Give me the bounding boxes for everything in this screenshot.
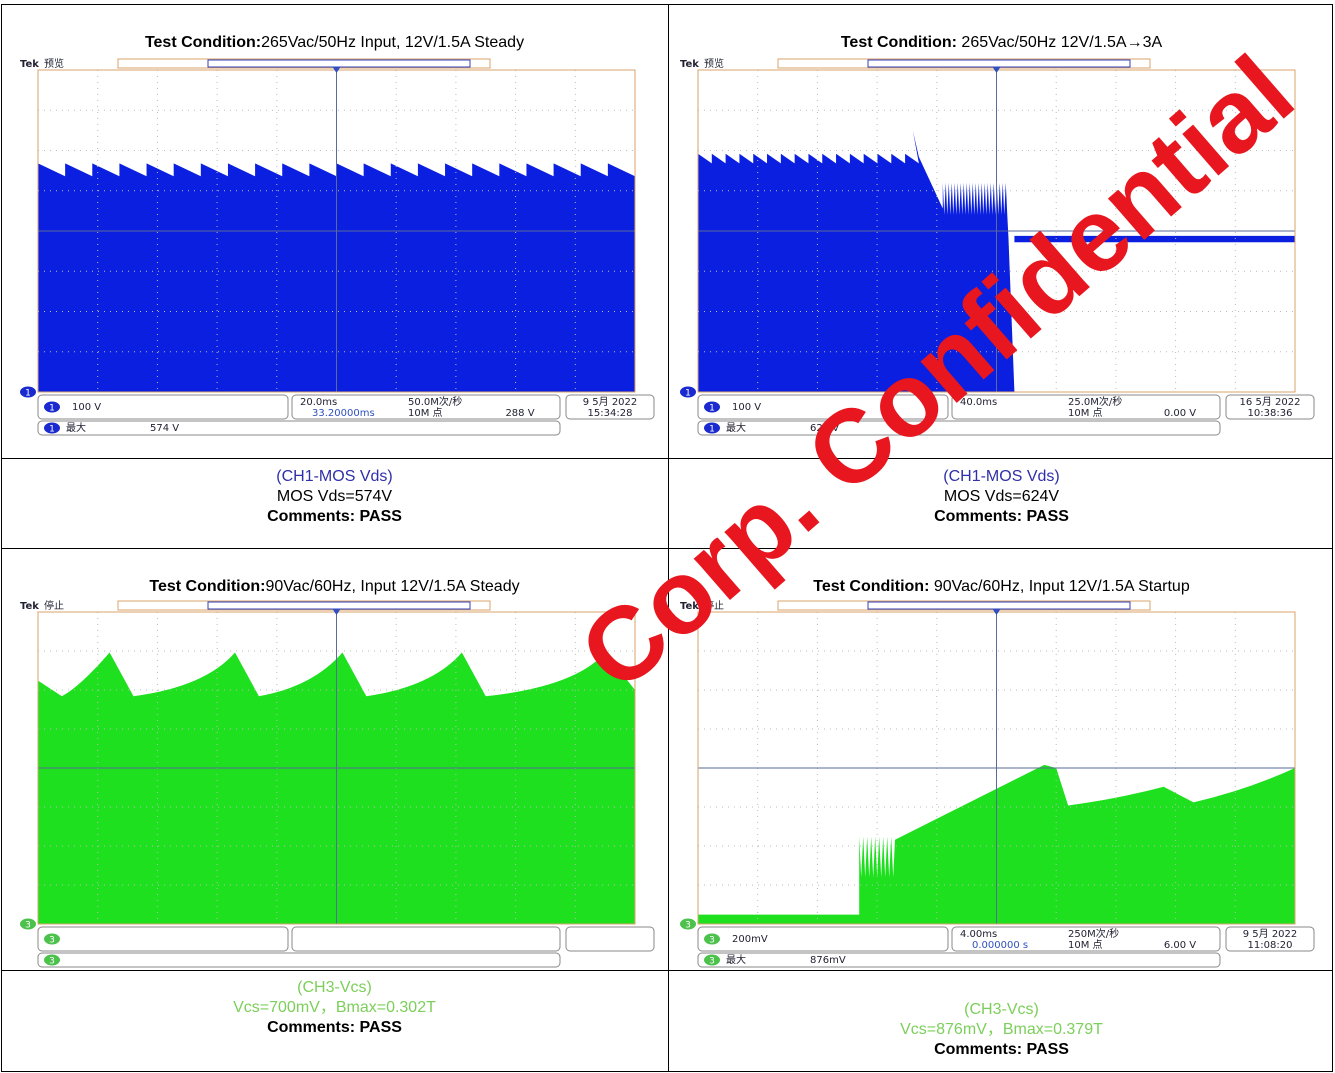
oscilloscope-screen: Tek 预览 1 1 1 100 V 40.0ms 25.0M次/秒10M 点 0.00 V 16… (680, 58, 1316, 436)
rate: 50.0M次/秒 (408, 395, 462, 408)
border (1, 4, 2, 1072)
scope-brand: Tek (20, 59, 39, 70)
channel-number: 1 (685, 389, 691, 399)
result: Vcs=700mV，Bmax=0.302T (1, 998, 668, 1018)
scope-status: 停止 (704, 600, 724, 612)
scope-status: 预览 (44, 58, 64, 70)
time: 11:08:20 (1248, 940, 1293, 951)
border (1332, 4, 1333, 1072)
date: 16 5月 2022 (1240, 396, 1301, 408)
oscilloscope-screen: Tek 停止 3 3 3 (20, 600, 656, 968)
comment-cell: (CH3-Vcs)Vcs=700mV，Bmax=0.302TComments: … (1, 978, 668, 1038)
comments: Comments: PASS (1, 1018, 668, 1038)
condition-text: 265Vac/50Hz Input, 12V/1.5A Steady (261, 34, 524, 51)
meas-label: 最大 (66, 421, 86, 434)
condition-label: Test Condition: (145, 34, 261, 51)
test-condition: Test Condition: 265Vac/50Hz 12V/1.5A→3A (668, 34, 1335, 52)
channel-number: 1 (25, 389, 31, 399)
timebase: 40.0ms (960, 397, 997, 408)
border (1, 4, 1333, 5)
result: Vcs=876mV，Bmax=0.379T (668, 1020, 1335, 1040)
condition-text: 90Vac/60Hz, Input 12V/1.5A Steady (266, 578, 520, 595)
trigger-level: 6.00 V (1164, 940, 1196, 951)
channel-number: 3 (49, 936, 55, 946)
points: 10M 点 (408, 407, 443, 419)
channel-label: (CH3-Vcs) (668, 1000, 1335, 1020)
meas-value: 624 V (810, 423, 839, 434)
scale: 100 V (732, 402, 761, 413)
channel-number: 1 (709, 404, 715, 414)
offset: 0.000000 s (972, 940, 1028, 951)
scale: 200mV (732, 934, 768, 945)
channel-number: 3 (685, 921, 691, 931)
meas-label: 最大 (726, 953, 746, 966)
test-condition: Test Condition: 90Vac/60Hz, Input 12V/1.… (668, 578, 1335, 596)
channel-number: 1 (49, 425, 55, 435)
scope-status: 停止 (44, 600, 64, 612)
channel-number: 1 (49, 404, 55, 414)
offset: 33.20000ms (312, 408, 375, 419)
rate: 25.0M次/秒 (1068, 395, 1122, 408)
channel-label: (CH1-MOS Vds) (1, 467, 668, 487)
test-condition: Test Condition:265Vac/50Hz Input, 12V/1.… (1, 34, 668, 52)
condition-label: Test Condition: (841, 34, 957, 51)
timebase: 20.0ms (300, 397, 337, 408)
channel-number: 3 (709, 936, 715, 946)
comments: Comments: PASS (1, 507, 668, 527)
comments: Comments: PASS (668, 507, 1335, 527)
meas-value: 574 V (150, 423, 179, 434)
time: 15:34:28 (588, 408, 633, 419)
channel-number: 3 (709, 957, 715, 967)
condition-text: 90Vac/60Hz, Input 12V/1.5A Startup (929, 578, 1189, 595)
border (1, 970, 1333, 971)
border (1, 458, 1333, 459)
timebase: 4.00ms (960, 929, 997, 940)
time: 10:38:36 (1248, 408, 1293, 419)
scope-brand: Tek (20, 601, 39, 612)
channel-label: (CH1-MOS Vds) (668, 467, 1335, 487)
result: MOS Vds=574V (1, 487, 668, 507)
channel-number: 3 (25, 921, 31, 931)
condition-text: 265Vac/50Hz 12V/1.5A→3A (957, 34, 1162, 51)
channel-number: 1 (709, 425, 715, 435)
test-condition: Test Condition:90Vac/60Hz, Input 12V/1.5… (1, 578, 668, 596)
channel-number: 3 (49, 957, 55, 967)
border (668, 4, 669, 1072)
comments: Comments: PASS (668, 1040, 1335, 1060)
channel-label: (CH3-Vcs) (1, 978, 668, 998)
condition-label: Test Condition: (149, 578, 265, 595)
scope-brand: Tek (680, 601, 699, 612)
border (1, 1071, 1333, 1072)
date: 9 5月 2022 (583, 396, 638, 408)
scale: 100 V (72, 402, 101, 413)
result: MOS Vds=624V (668, 487, 1335, 507)
border (1, 548, 1333, 549)
condition-label: Test Condition: (813, 578, 929, 595)
trigger-level: 288 V (505, 408, 534, 419)
oscilloscope-screen: Tek 预览 1 1 1 100 V 20.0ms33.20000ms 50.0M次/秒10M… (20, 58, 656, 436)
date: 9 5月 2022 (1243, 928, 1298, 940)
trigger-level: 0.00 V (1164, 408, 1196, 419)
scope-status: 预览 (704, 58, 724, 70)
rate: 250M次/秒 (1068, 927, 1119, 940)
page: Tek预览111100 V20.0ms33.20000ms50.0M次/秒10M… (0, 0, 1335, 1073)
points: 10M 点 (1068, 407, 1103, 419)
scope-brand: Tek (680, 59, 699, 70)
points: 10M 点 (1068, 939, 1103, 951)
meas-value: 876mV (810, 955, 846, 966)
meas-label: 最大 (726, 421, 746, 434)
